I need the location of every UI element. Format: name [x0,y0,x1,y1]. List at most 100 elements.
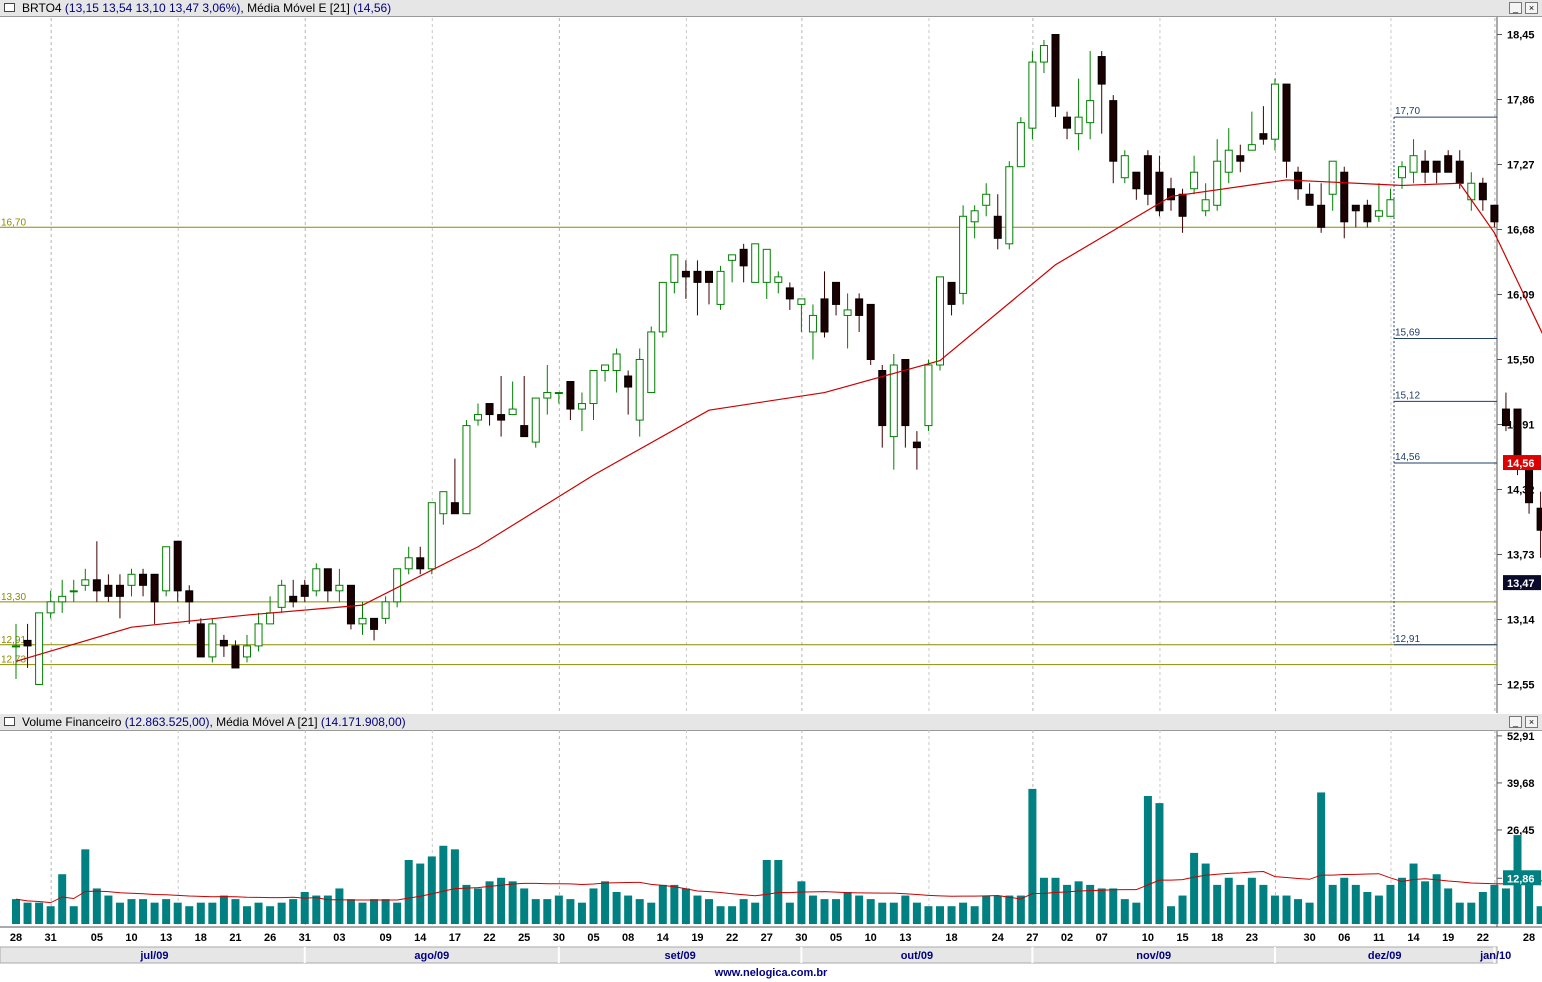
candle-down [346,584,355,625]
x-day-label: 15 [1176,932,1188,944]
month-label: jul/09 [139,950,168,962]
candle-down [855,298,864,316]
candle-down [566,381,575,410]
candle-up [12,645,20,648]
volume-bar [554,895,563,924]
x-day-label: 30 [553,932,565,944]
candle-up [69,590,78,593]
close-button[interactable]: × [1525,2,1538,14]
x-day-label: 31 [299,932,311,944]
x-day-label: 13 [160,932,172,944]
volume-bar [450,849,459,924]
candle-up [554,392,563,395]
month-label: nov/09 [1136,950,1171,962]
volume-bar [832,899,841,924]
candle-down [497,414,506,421]
minimize-button[interactable]: _ [1509,716,1522,728]
candle-up [635,358,644,421]
candle-down [1501,408,1510,427]
volume-bar [231,899,240,924]
volume-bar [1028,788,1037,924]
candle-down [1490,204,1499,223]
footer-url[interactable]: www.nelogica.com.br [714,967,828,979]
candle-up [577,403,586,410]
candle-down [219,639,228,647]
candle-down [1478,182,1487,201]
price-header-text: BRTO4 (13,15 13,54 13,10 13,47 3,06%), M… [22,1,392,15]
price-y-tick-label: 13,14 [1507,614,1535,626]
candle-down [1363,204,1372,223]
volume-bar [370,899,379,924]
volume-bar [115,902,124,924]
ema-indicator-label: Média Móvel E [21] [247,1,350,15]
volume-bar [35,902,44,924]
candle-down [1097,56,1106,85]
volume-bar [855,895,864,924]
volume-bar [1398,877,1406,924]
panel-window-icon [4,717,15,726]
x-day-label: 28 [1523,932,1535,944]
volume-bar [1270,895,1279,924]
candle-up [1224,149,1233,173]
x-day-label: 14 [657,932,670,944]
x-day-label: 30 [1303,932,1315,944]
candle-up [127,573,136,586]
volume-bar [185,906,194,924]
month-label: out/09 [901,950,933,962]
volume-y-tick-label: 52,91 [1507,731,1535,743]
x-day-label: 08 [622,932,634,944]
volume-bar [820,899,829,924]
volume-bar [1444,888,1453,924]
candle-down [1155,171,1164,212]
candle-down [1132,171,1141,190]
candle-up [1270,83,1279,140]
level-label: 16,70 [1,217,26,228]
volume-bar [1478,892,1487,924]
candle-down [520,425,529,438]
last-price-badge [1503,575,1541,591]
volume-bar [1409,863,1418,924]
volume-bar [1294,899,1303,924]
candle-up [312,568,321,592]
volume-bar [1201,863,1210,924]
volume-bar [1109,888,1118,924]
x-day-label: 22 [1477,932,1489,944]
volume-bar [1190,852,1199,924]
candle-down [1109,100,1118,162]
x-day-label: 17 [449,932,461,944]
volume-bar [785,902,794,924]
candle-down [300,584,309,597]
candle-down [104,584,113,597]
volume-bar [947,906,956,924]
volume-bar [497,877,506,924]
x-day-label: 26 [264,932,276,944]
minimize-button[interactable]: _ [1509,2,1522,14]
candle-up [393,568,402,603]
candle-down [1444,155,1453,173]
volume-bar [1063,884,1072,924]
candle-down [485,403,494,416]
volume-bar [774,860,783,924]
price-y-tick-label: 12,55 [1507,679,1535,691]
x-day-label: 18 [945,932,957,944]
x-day-label: 10 [125,932,137,944]
close-button[interactable]: × [1525,716,1538,728]
volume-panel-header: Volume Financeiro (12.863.525,00), Média… [0,714,1542,731]
volume-bar [577,902,586,924]
volume-bar [1386,884,1395,924]
month-label: ago/09 [414,950,449,962]
x-day-label: 22 [483,932,495,944]
candle-up [959,215,968,294]
volume-bar [92,888,101,924]
candle-up [277,584,286,608]
month-label: dez/09 [1368,950,1402,962]
volume-bar [1536,906,1542,924]
candle-down [993,215,1002,239]
volume-bar [670,884,679,924]
volume-bar [681,888,690,924]
price-y-tick-label: 16,09 [1507,289,1535,301]
volume-bar [1178,895,1187,924]
volume-bar [312,895,321,924]
price-y-tick-label: 17,86 [1507,95,1535,107]
